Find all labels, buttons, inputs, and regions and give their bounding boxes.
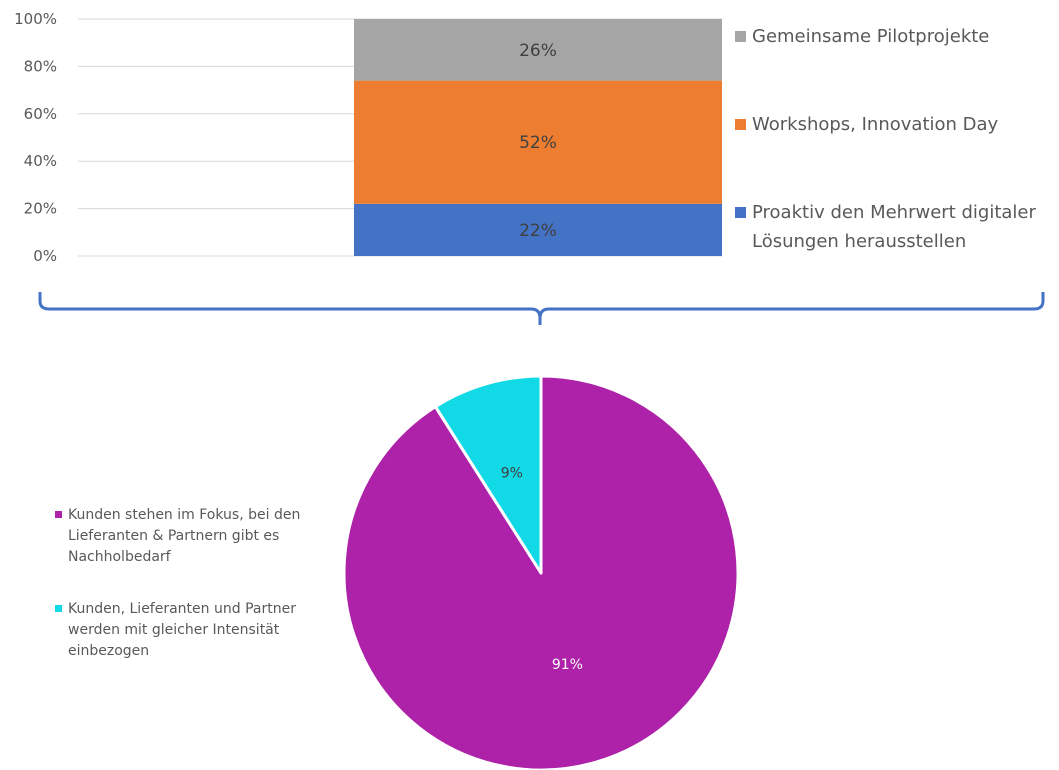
y-tick-label: 80% bbox=[24, 57, 57, 75]
legend-label: Gemeinsame Pilotprojekte bbox=[752, 26, 989, 47]
data-label: 52% bbox=[519, 133, 557, 153]
data-label: 22% bbox=[519, 221, 557, 241]
y-tick-label: 40% bbox=[24, 152, 57, 170]
pie-legend-swatch bbox=[55, 511, 62, 518]
legend-swatch bbox=[735, 207, 746, 218]
y-tick-label: 20% bbox=[24, 200, 57, 218]
y-tick-label: 60% bbox=[24, 105, 57, 123]
pie-legend-label: Nachholbedarf bbox=[68, 549, 172, 565]
data-label: 26% bbox=[519, 41, 557, 61]
pie-legend-label: werden mit gleicher Intensität bbox=[68, 622, 280, 638]
legend-label: Proaktiv den Mehrwert digitaler bbox=[752, 202, 1036, 223]
legend-swatch bbox=[735, 31, 746, 42]
y-tick-label: 100% bbox=[14, 10, 57, 28]
bar-segment bbox=[354, 203, 722, 256]
y-tick-label: 0% bbox=[33, 247, 57, 265]
connector-bracket bbox=[38, 292, 1045, 325]
legend-swatch bbox=[735, 119, 746, 130]
legend-label: Workshops, Innovation Day bbox=[752, 114, 999, 135]
pie-slice bbox=[433, 374, 543, 575]
pie-data-label: 9% bbox=[501, 466, 523, 482]
pie-legend-swatch bbox=[55, 605, 62, 612]
pie-chart: 91% 9% Kunden stehen im Fokus, bei den Lief… bbox=[55, 374, 740, 770]
pie-legend-label: Kunden stehen im Fokus, bei den bbox=[68, 507, 300, 523]
bar-segment bbox=[354, 80, 722, 204]
pie-legend-label: Kunden, Lieferanten und Partner bbox=[68, 601, 296, 617]
pie-data-label: 91% bbox=[552, 657, 583, 673]
legend-label: Lösungen herausstellen bbox=[752, 231, 966, 252]
pie-legend-label: Lieferanten & Partnern gibt es bbox=[68, 528, 279, 544]
bar-segment bbox=[354, 19, 722, 81]
stacked-bar-chart: 0% 20% 40% 60% 80% 100% 22% 52% 26% Gemeinsame Pi… bbox=[14, 10, 1036, 265]
pie-legend-label: einbezogen bbox=[68, 643, 149, 659]
